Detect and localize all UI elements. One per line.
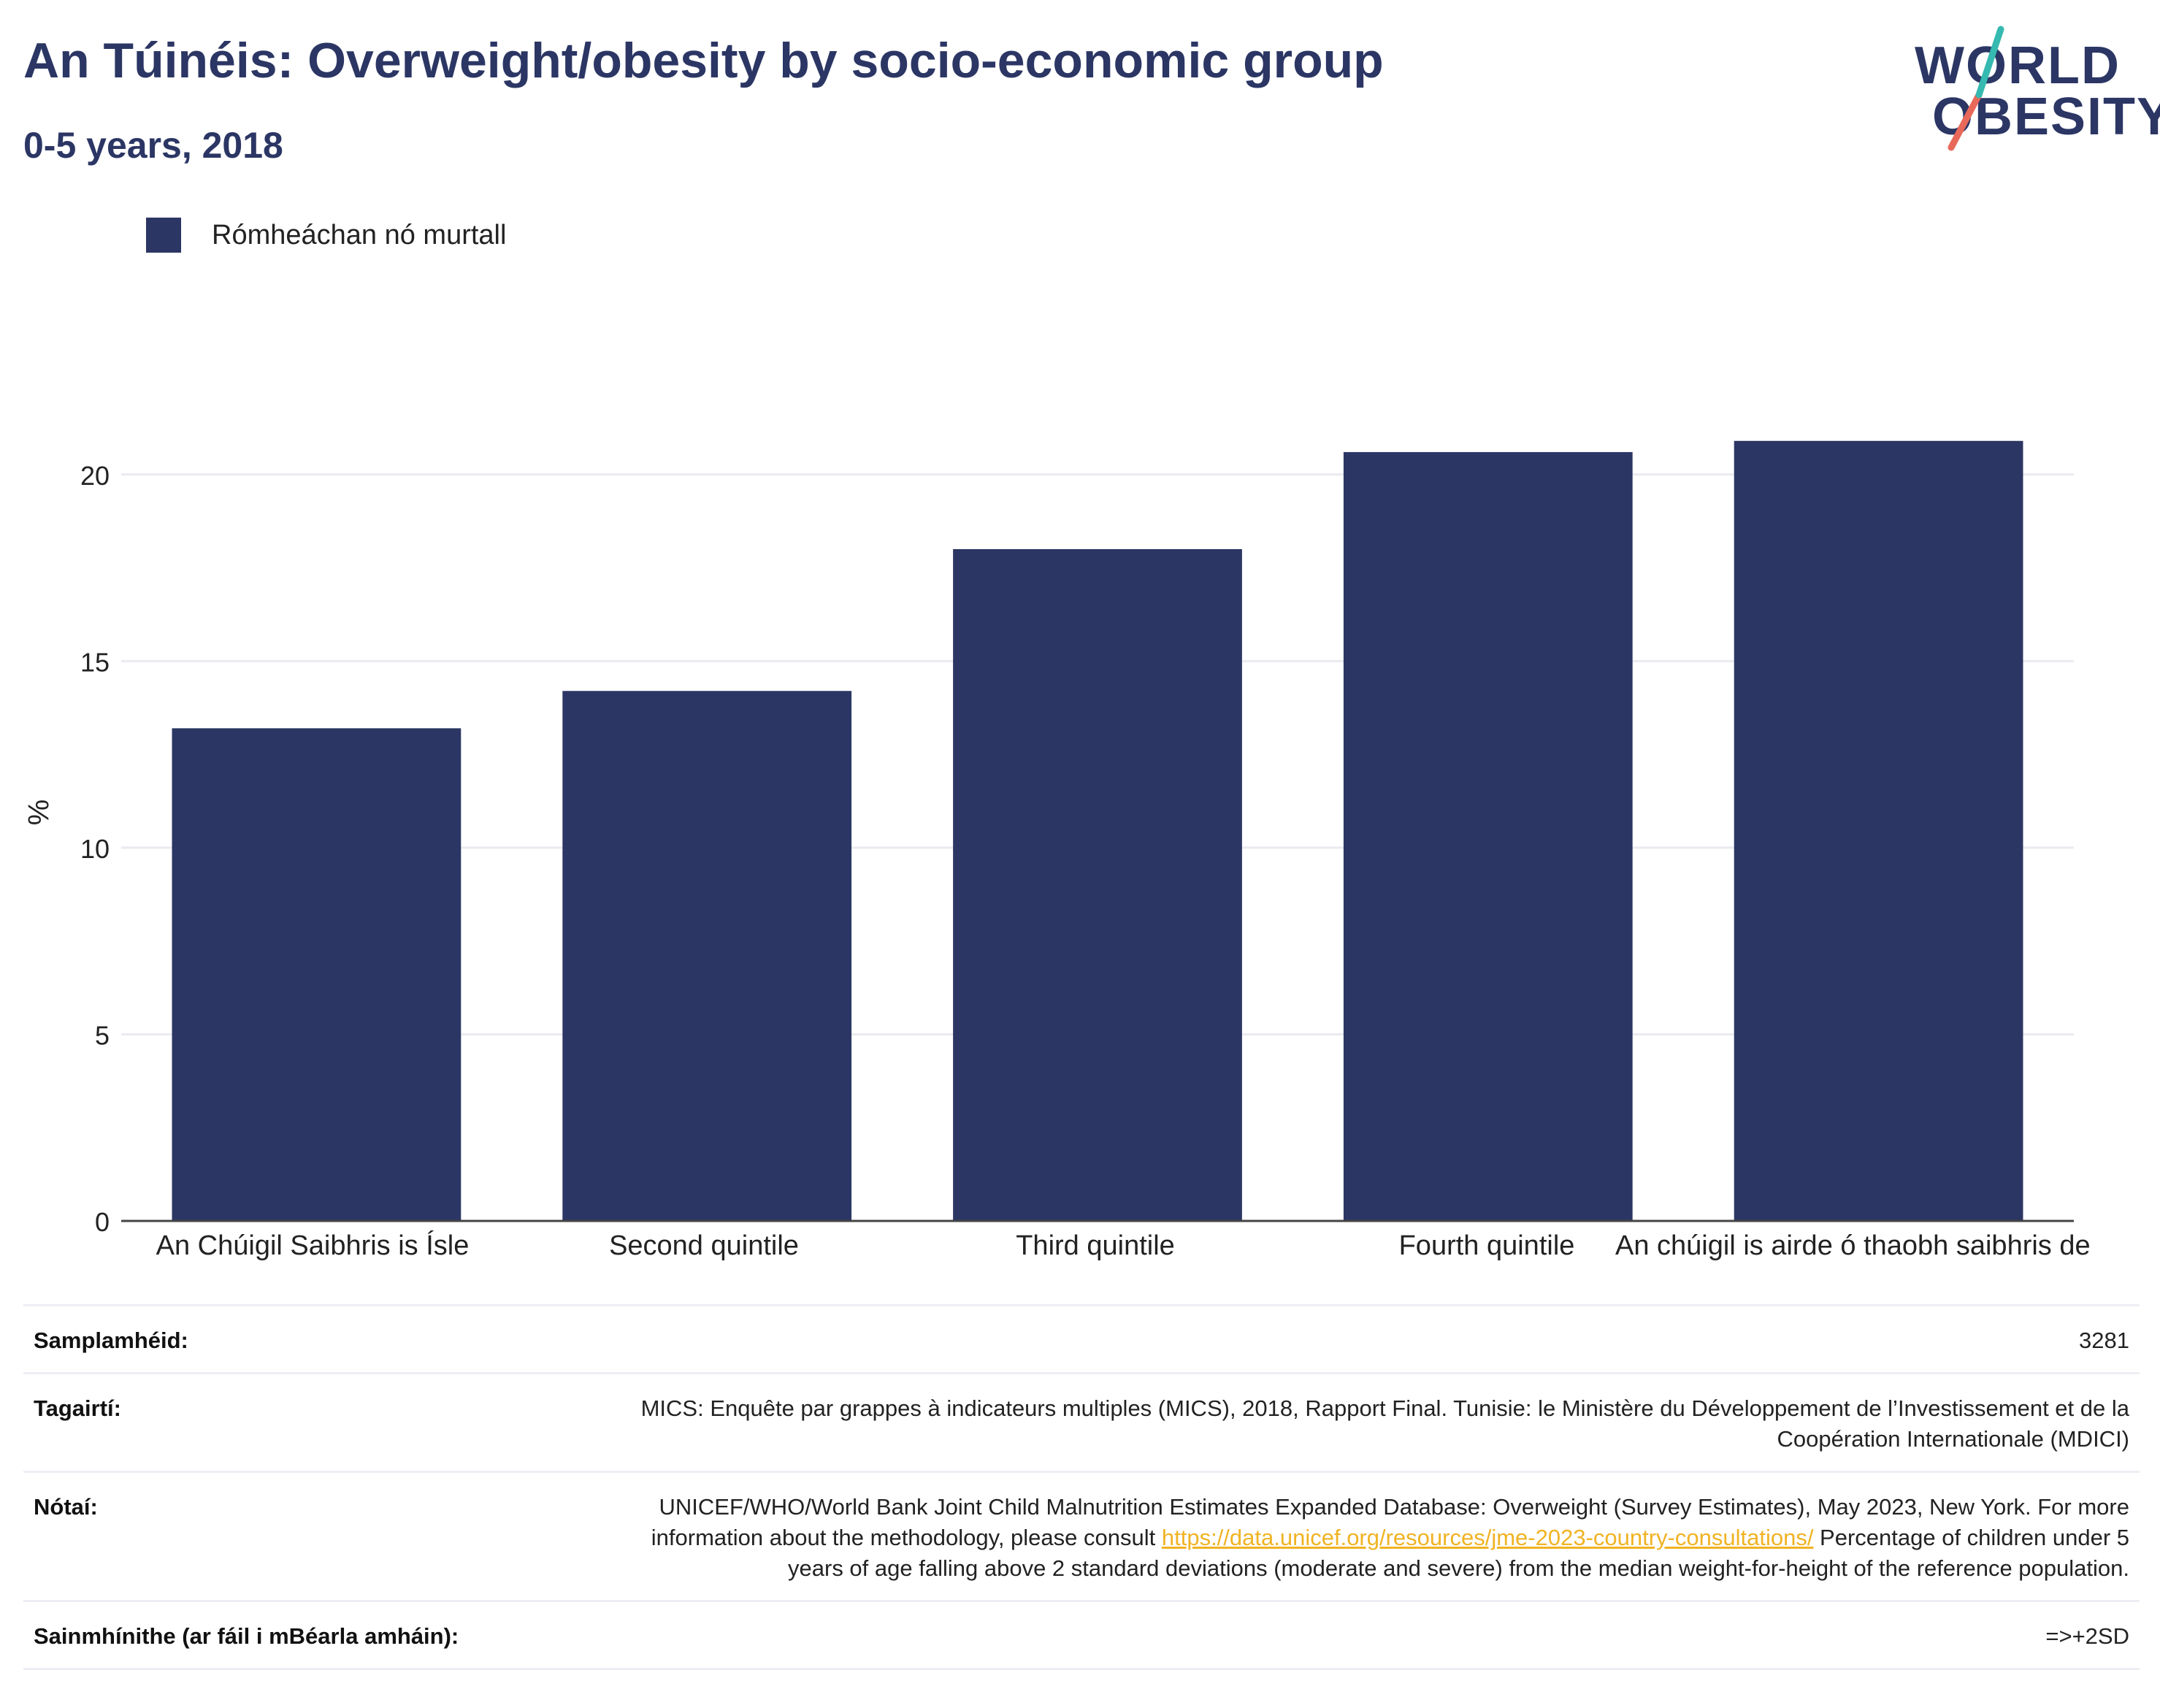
definitions-value: =>+2SD	[2045, 1623, 2129, 1649]
sample-size-value: 3281	[2079, 1328, 2129, 1353]
references-label: Tagairtí:	[34, 1395, 121, 1421]
sample-size-label: Samplamhéid:	[34, 1328, 188, 1353]
references-value: MICS: Enquête par grappes à indicateurs …	[640, 1395, 2129, 1452]
bar-chart: 0 5 10 15 20 An Chúigil Saibhris is Ísle Secon…	[80, 440, 2091, 1261]
world-obesity-logo: WORLD OBESITY	[1906, 22, 2160, 153]
references-row: Tagairtí: MICS: Enquête par grappes à in…	[23, 1372, 2140, 1471]
legend-swatch	[146, 218, 181, 253]
y-axis-label: %	[23, 799, 55, 826]
definitions-row: Sainmhínithe (ar fáil i mBéarla amháin):…	[23, 1600, 2140, 1670]
x-tick-label: An Chúigil Saibhris is Ísle	[156, 1230, 470, 1261]
y-tick-label: 5	[95, 1020, 110, 1050]
notes-text-start: UNICEF/WHO/World Bank Joint Child Malnut…	[651, 1494, 2129, 1550]
chart-subtitle: 0-5 years, 2018	[23, 125, 283, 166]
notes-value: UNICEF/WHO/World Bank Joint Child Malnut…	[610, 1492, 2129, 1584]
logo-slash-icon	[1948, 26, 2004, 151]
y-tick-label: 15	[80, 647, 110, 677]
bar	[1734, 440, 2023, 1221]
logo-text-world: WORLD	[1915, 37, 2121, 95]
y-tick-label: 10	[80, 834, 110, 864]
notes-text-end: Percentage of children under 5 years of …	[788, 1525, 2129, 1581]
bar	[953, 549, 1242, 1221]
info-table: Samplamhéid: 3281 Tagairtí: MICS: Enquêt…	[23, 1304, 2140, 1670]
y-tick-label: 0	[95, 1207, 110, 1237]
notes-row: Nótaí: UNICEF/WHO/World Bank Joint Child…	[23, 1471, 2140, 1600]
x-tick-label: Third quintile	[1016, 1230, 1175, 1261]
bar	[172, 728, 462, 1221]
bar	[1343, 452, 1633, 1221]
bar	[562, 691, 852, 1221]
legend-label: Rómheáchan nó murtall	[212, 219, 507, 250]
methodology-link[interactable]: https://data.unicef.org/resources/jme-20…	[1161, 1525, 1814, 1550]
chart-title: An Túinéis: Overweight/obesity by socio-…	[23, 33, 1384, 88]
chart-legend: Rómheáchan nó murtall	[146, 218, 506, 253]
y-tick-label: 20	[80, 461, 110, 491]
notes-label: Nótaí:	[34, 1494, 98, 1520]
x-tick-label: An chúigil is airde ó thaobh saibhris de	[1615, 1230, 2091, 1261]
x-tick-label: Second quintile	[609, 1230, 799, 1261]
sample-size-row: Samplamhéid: 3281	[23, 1304, 2140, 1372]
x-tick-label: Fourth quintile	[1399, 1230, 1575, 1261]
definitions-label: Sainmhínithe (ar fáil i mBéarla amháin):	[34, 1623, 459, 1649]
